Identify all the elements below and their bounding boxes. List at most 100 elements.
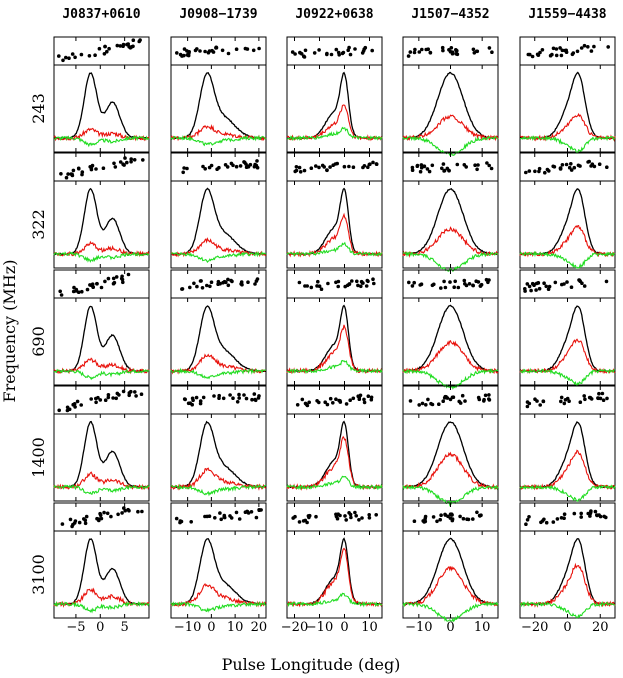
pa-point [422,164,427,169]
pa-point [111,276,116,281]
pa-point [201,395,206,400]
pa-point [598,396,603,401]
pa-point [569,285,574,290]
pa-point [412,519,417,523]
pa-point [76,290,81,295]
circular-polarization-line [402,484,499,507]
total-intensity-line [286,187,383,256]
pa-point [463,399,467,403]
pa-point [254,515,259,520]
pa-point [530,281,535,286]
pa-point [455,162,460,167]
row-label: 690 [29,326,48,357]
pa-point [487,398,492,402]
circular-polarization-line [403,251,499,273]
pa-point [303,284,307,288]
x-tick-label: −20 [281,620,308,635]
total-intensity-line [286,537,383,606]
pa-point [560,282,564,287]
total-intensity-line [519,538,616,606]
pa-point [57,54,61,58]
position-angle-points [526,43,610,59]
pa-point [432,282,436,287]
pa-point [582,43,587,48]
pa-point [188,285,192,290]
pa-point [136,509,140,514]
linear-polarization-line [402,451,499,490]
pa-point [410,284,415,288]
pa-point [94,396,98,401]
pa-point [536,281,541,285]
pa-point [463,282,467,286]
pa-point [297,520,302,524]
pa-point [367,162,372,167]
pa-point [118,44,123,48]
circular-polarization-line [402,601,499,623]
circular-polarization-line [170,483,267,497]
pa-point [349,515,353,520]
position-angle-points [408,393,492,407]
pa-point [174,516,179,521]
pa-point [551,46,556,51]
x-tick-label: 5 [121,620,129,635]
circular-polarization-line [519,600,616,619]
pa-point [471,517,475,521]
pa-point [343,514,347,518]
pa-point [123,156,127,160]
pa-point [298,51,302,55]
pa-point [220,48,225,53]
pa-point [439,286,443,290]
position-angle-points [60,506,144,529]
pa-point [487,46,492,50]
pa-point [542,281,546,286]
pa-point [572,511,577,516]
total-intensity-line [402,537,499,606]
pa-point [485,161,489,165]
pa-point [366,165,370,169]
position-angle-points [291,510,379,525]
pa-point [524,522,528,526]
pa-point [588,395,593,400]
pa-point [68,517,73,522]
pa-point [370,48,375,53]
pa-point [253,282,257,286]
pa-point [537,169,541,174]
pa-point [314,514,318,519]
x-tick-label: 0 [340,620,348,635]
pa-point [569,168,574,172]
pa-point [424,403,428,407]
pa-point [226,283,231,288]
x-tick-label: 0 [563,620,571,635]
pa-point [132,158,137,162]
pa-point [362,164,367,168]
pa-point [66,172,70,176]
pa-point [115,391,120,396]
pa-point [592,44,596,49]
total-intensity-line [402,71,499,140]
pa-point [371,160,375,165]
pa-point [447,168,451,173]
pa-point [294,165,299,169]
pa-point [367,513,372,517]
pa-point [523,289,527,293]
pa-point [537,286,542,291]
pa-point [442,279,446,284]
pa-point [362,397,366,402]
pa-point [462,278,467,283]
pa-point [114,396,118,401]
linear-polarization-line [519,562,616,608]
row-label: 3100 [29,554,48,595]
pa-point [413,47,417,52]
total-intensity-line [53,538,150,606]
pa-point [540,48,545,52]
pa-point [291,516,296,520]
pa-point [70,52,75,56]
pa-point [190,396,195,401]
pa-point [410,165,415,170]
x-tick-label: 10 [361,620,378,635]
panel-frame [286,385,383,502]
pa-point [336,284,341,289]
pa-point [59,293,64,297]
pa-point [590,162,595,166]
pa-point [587,159,591,164]
